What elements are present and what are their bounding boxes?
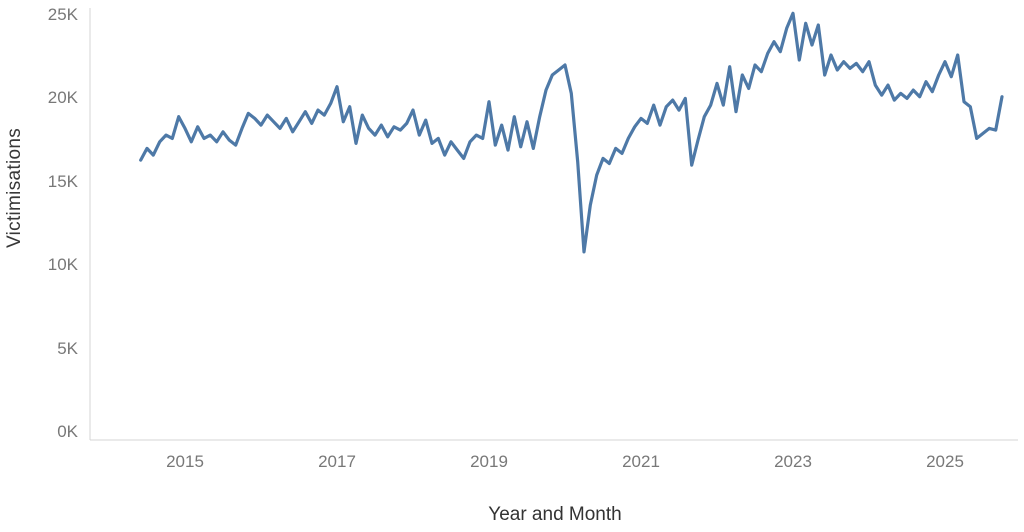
x-tick-label: 2017 [318,452,356,471]
x-tick-label: 2021 [622,452,660,471]
x-tick-label: 2015 [166,452,204,471]
y-tick-label: 20K [47,88,78,108]
x-axis-title: Year and Month [488,504,622,525]
x-tick-label: 2025 [926,452,964,471]
y-tick-label: 5K [57,338,78,358]
x-tick-label: 2023 [774,452,812,471]
x-tick-label: 2019 [470,452,508,471]
y-axis-title: Victimisations [4,128,25,248]
y-tick-label: 10K [47,255,78,275]
y-tick-label: 15K [47,171,78,191]
y-tick-label: 25K [47,5,78,24]
victimisations-line-series [139,11,1004,254]
y-tick-label: 0K [57,422,78,441]
